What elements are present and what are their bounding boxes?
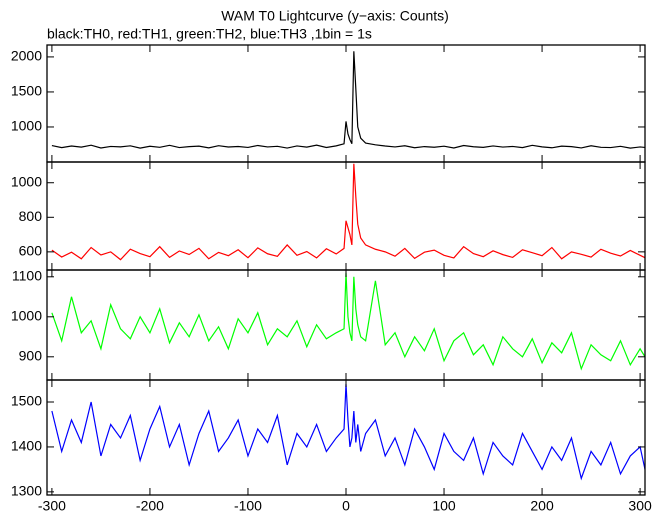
y-tick-label: 2000 [11,48,42,64]
y-tick-label: 1300 [11,483,42,499]
data-line [51,163,645,261]
y-tick-label: 600 [19,243,43,259]
y-tick-label: 800 [19,208,43,224]
plot-area [51,384,645,481]
y-tick-label: 900 [19,348,43,364]
plot-area [51,163,645,261]
panel-frame [46,44,646,163]
y-tick-label: 1000 [11,173,42,189]
y-tick-label: 1500 [11,393,42,409]
x-tick-label: 0 [342,498,350,514]
chart-subtitle: black:TH0, red:TH1, green:TH2, blue:TH3 … [47,26,372,42]
data-line [51,384,645,481]
x-tick-label: -100 [234,498,262,514]
panel-frame [46,161,646,271]
x-tick-label: -200 [136,498,164,514]
plot-area [51,51,645,149]
y-tick-label: 1100 [12,268,42,284]
data-line [51,272,645,371]
x-tick-label: 200 [530,498,554,514]
y-tick-label: 1400 [11,438,42,454]
y-tick-label: 1000 [11,308,42,324]
x-tick-label: 300 [628,498,652,514]
y-tick-label: 1500 [11,83,42,99]
y-tick-label: 1000 [11,118,42,134]
x-tick-label: -300 [38,498,66,514]
data-line [51,51,645,149]
x-tick-label: 100 [432,498,456,514]
chart-title: WAM T0 Lightcurve (y−axis: Counts) [221,8,449,24]
plot-area [51,272,645,371]
